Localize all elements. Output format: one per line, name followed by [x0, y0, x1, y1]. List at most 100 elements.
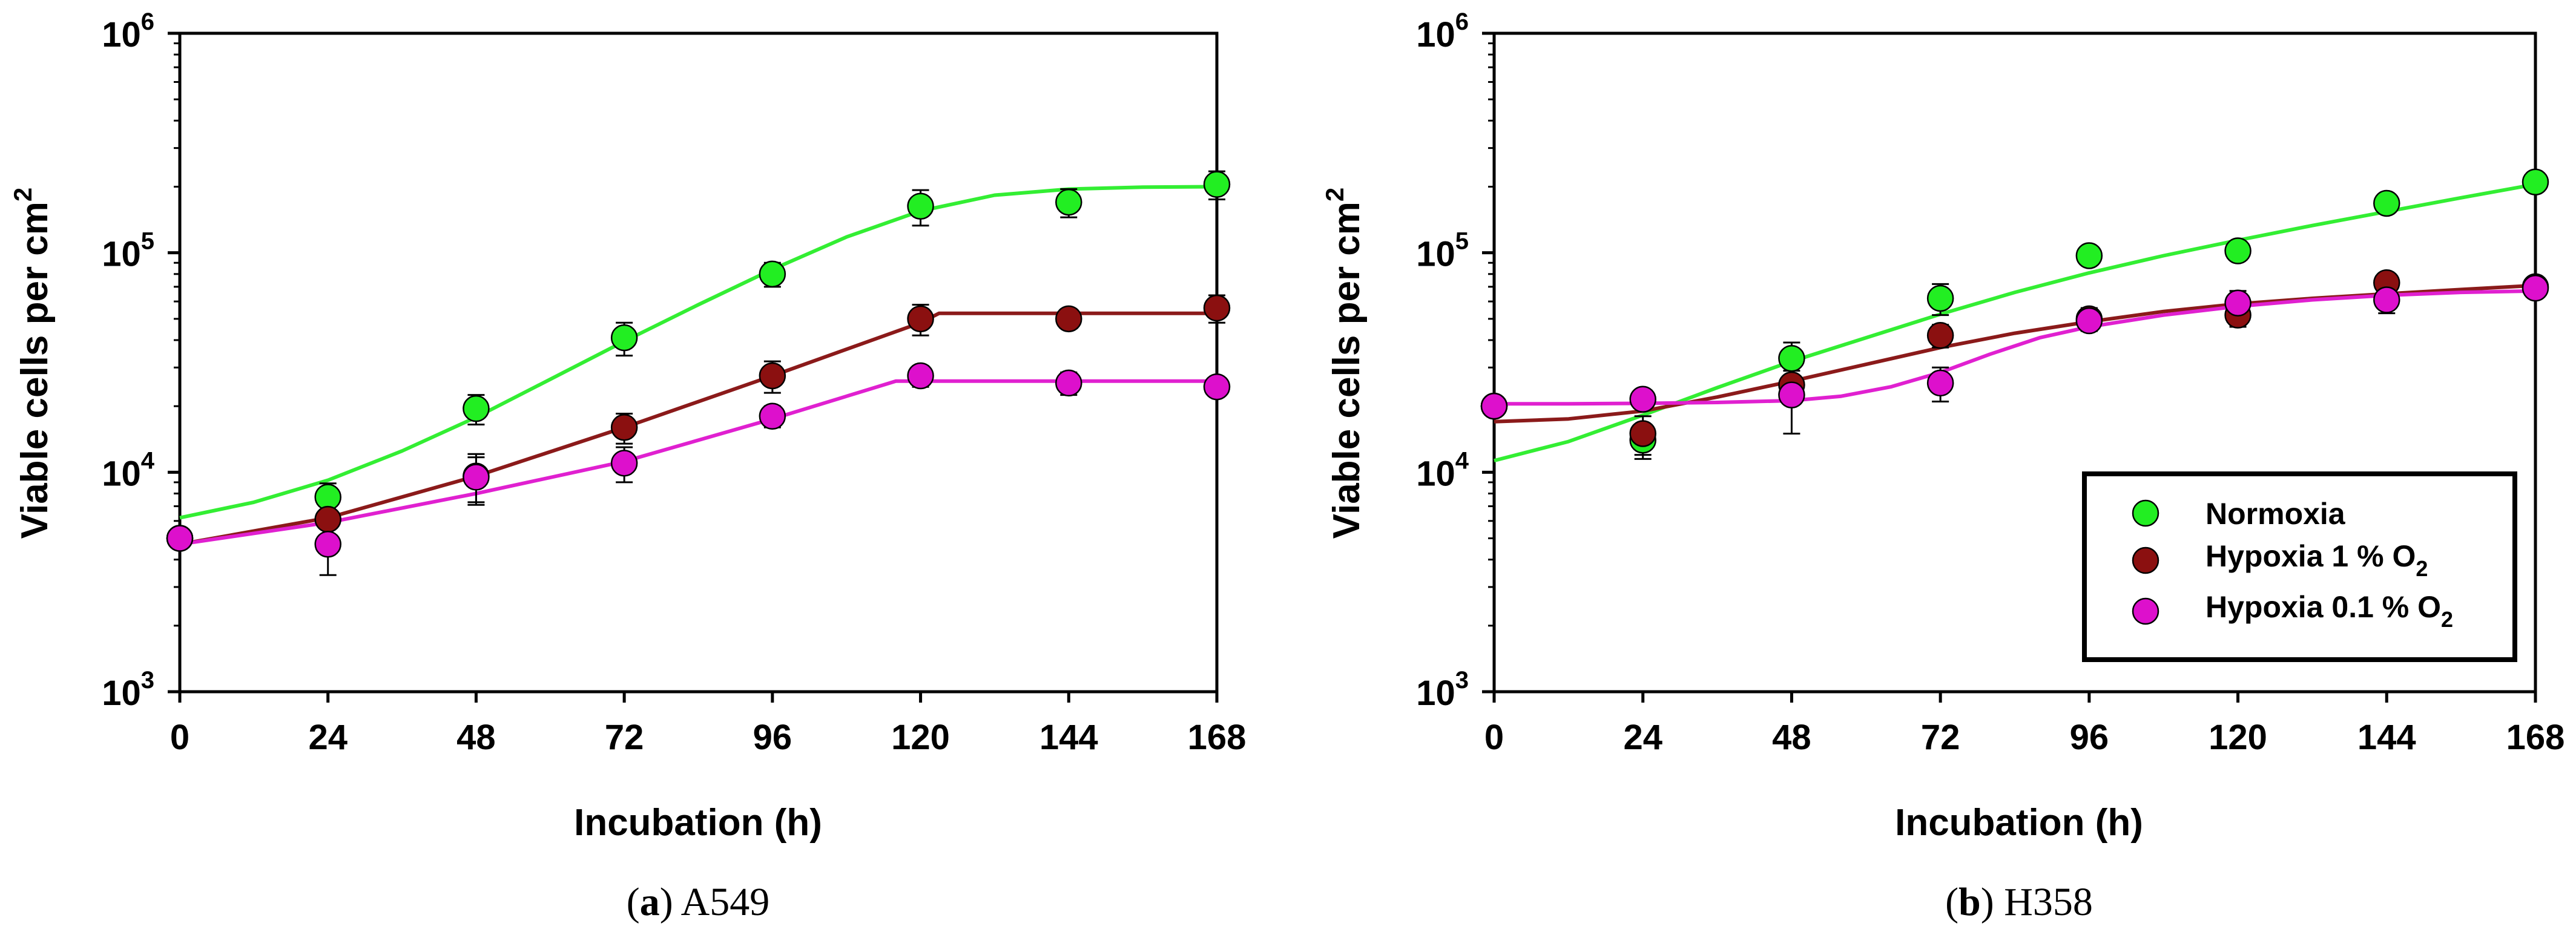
y-tick-label-10000: 104 [102, 447, 155, 493]
x-tick-label-96: 96 [2070, 718, 2109, 757]
point-hypoxia-0-1-o2-168 [1203, 373, 1231, 401]
legend-label-normoxia: Normoxia [2205, 497, 2346, 531]
point-hypoxia-0-1-o2-0 [166, 525, 194, 552]
y-tick-base: 10 [1416, 15, 1455, 54]
point-normoxia-96 [759, 260, 786, 288]
point-hypoxia-1-o2-24 [1629, 420, 1656, 447]
x-axis-title: Incubation (h) [1895, 802, 2143, 844]
y-axis-title-text: Viable cells per cm [14, 202, 56, 539]
y-tick-exponent: 6 [1455, 8, 1469, 35]
legend-item-hypoxia-01: Hypoxia 0.1 % O2 [2132, 590, 2453, 632]
caption-b-letter: b [1958, 880, 1981, 924]
point-hypoxia-1-o2-72 [1926, 322, 1954, 349]
y-axis-title: Viable cells per cm2 [8, 188, 56, 539]
point-hypoxia-0-1-o2-96 [759, 402, 786, 430]
x-tick-label-72: 72 [1921, 718, 1960, 757]
point-hypoxia-1-o2-168 [1203, 294, 1231, 322]
y-tick-exponent: 5 [1455, 228, 1469, 255]
point-hypoxia-0-1-o2-144 [2373, 286, 2400, 313]
y-tick-label-1000: 103 [1416, 667, 1469, 713]
y-axis-title-superscript: 2 [8, 188, 37, 202]
y-tick-base: 10 [102, 235, 141, 274]
y-tick-label-1000000: 106 [1416, 8, 1469, 54]
y-tick-exponent: 6 [141, 8, 154, 35]
point-normoxia-96 [2075, 242, 2103, 269]
caption-b: (b) H358 [1945, 880, 2093, 924]
point-normoxia-48 [463, 395, 490, 422]
y-tick-label-100000: 105 [1416, 228, 1469, 274]
x-tick-label-24: 24 [1623, 718, 1662, 757]
point-hypoxia-0-1-o2-24 [1629, 385, 1656, 413]
legend-marker-hypoxia-01 [2132, 597, 2159, 625]
point-hypoxia-0-1-o2-48 [1778, 381, 1805, 408]
point-hypoxia-0-1-o2-120 [2224, 289, 2252, 317]
y-tick-label-100000: 105 [102, 228, 154, 274]
fit-curve-hypoxia-0-1-o2 [1494, 289, 2536, 406]
y-tick-exponent: 3 [1455, 667, 1469, 694]
x-tick-label-24: 24 [308, 718, 348, 757]
plot-area-frame [1492, 31, 2537, 694]
point-normoxia-120 [2224, 237, 2252, 264]
y-tick-base: 10 [102, 454, 141, 493]
y-axis-title-superscript: 2 [1320, 188, 1349, 202]
point-normoxia-168 [1203, 171, 1231, 198]
y-axis-title: Viable cells per cm2 [1320, 188, 1368, 539]
caption-b-open: ( [1945, 880, 1958, 924]
y-axis-title-text: Viable cells per cm [1326, 202, 1368, 539]
y-tick-label-1000000: 106 [102, 8, 154, 54]
legend-label-normoxia-text: Normoxia [2205, 497, 2346, 531]
caption-a-close: ) [660, 880, 681, 924]
point-hypoxia-0-1-o2-144 [1055, 369, 1082, 397]
caption-a-letter: a [640, 880, 660, 924]
y-tick-base: 10 [102, 15, 141, 54]
point-hypoxia-0-1-o2-48 [463, 464, 490, 491]
x-tick-label-168: 168 [1188, 718, 1247, 757]
x-tick-label-48: 48 [1772, 718, 1811, 757]
point-hypoxia-0-1-o2-0 [1480, 392, 1508, 420]
point-hypoxia-1-o2-144 [1055, 305, 1082, 333]
y-tick-base: 10 [102, 674, 141, 713]
legend-label-hypoxia-01-text: Hypoxia 0.1 % O [2205, 590, 2441, 624]
caption-a: (a) A549 [627, 880, 770, 924]
y-tick-label-1000: 103 [102, 667, 154, 713]
legend-label-hypoxia-01: Hypoxia 0.1 % O2 [2205, 590, 2453, 632]
legend-label-hypoxia-1-text: Hypoxia 1 % O [2205, 539, 2416, 573]
point-hypoxia-0-1-o2-120 [907, 362, 934, 390]
y-tick-exponent: 4 [141, 447, 155, 474]
plot-area-frame [178, 31, 1219, 694]
y-tick-base: 10 [1416, 674, 1455, 713]
y-tick-label-10000: 104 [1416, 447, 1469, 493]
point-hypoxia-1-o2-120 [907, 305, 934, 333]
x-tick-label-120: 120 [2209, 718, 2267, 757]
x-tick-label-96: 96 [753, 718, 792, 757]
x-tick-label-168: 168 [2506, 718, 2565, 757]
fit-curve-normoxia [179, 185, 1217, 520]
y-tick-exponent: 5 [141, 228, 154, 255]
point-hypoxia-0-1-o2-24 [314, 531, 341, 558]
caption-a-open: ( [627, 880, 640, 924]
legend-label-hypoxia-1: Hypoxia 1 % O2 [2205, 539, 2428, 581]
legend: Normoxia Hypoxia 1 % O2 Hypoxia 0.1 % O2 [2082, 471, 2517, 662]
point-normoxia-168 [2522, 168, 2549, 196]
data-points [1480, 168, 2549, 460]
caption-a-text: A549 [681, 880, 770, 924]
y-tick-base: 10 [1416, 235, 1455, 274]
fit-curve-hypoxia-1-o2 [179, 311, 1217, 546]
point-hypoxia-0-1-o2-96 [2075, 307, 2103, 335]
y-tick-exponent: 4 [1455, 447, 1469, 474]
fit-curves [1494, 182, 2536, 463]
point-hypoxia-0-1-o2-72 [610, 450, 638, 477]
y-tick-exponent: 3 [141, 667, 154, 694]
x-tick-label-0: 0 [170, 718, 189, 757]
fit-curve-normoxia [1494, 182, 2536, 463]
legend-marker-normoxia [2132, 499, 2159, 527]
data-points [166, 170, 1231, 576]
caption-b-close: ) [1981, 880, 2004, 924]
x-tick-label-144: 144 [1039, 718, 1098, 757]
x-tick-label-48: 48 [456, 718, 496, 757]
x-axis-title: Incubation (h) [574, 802, 822, 844]
